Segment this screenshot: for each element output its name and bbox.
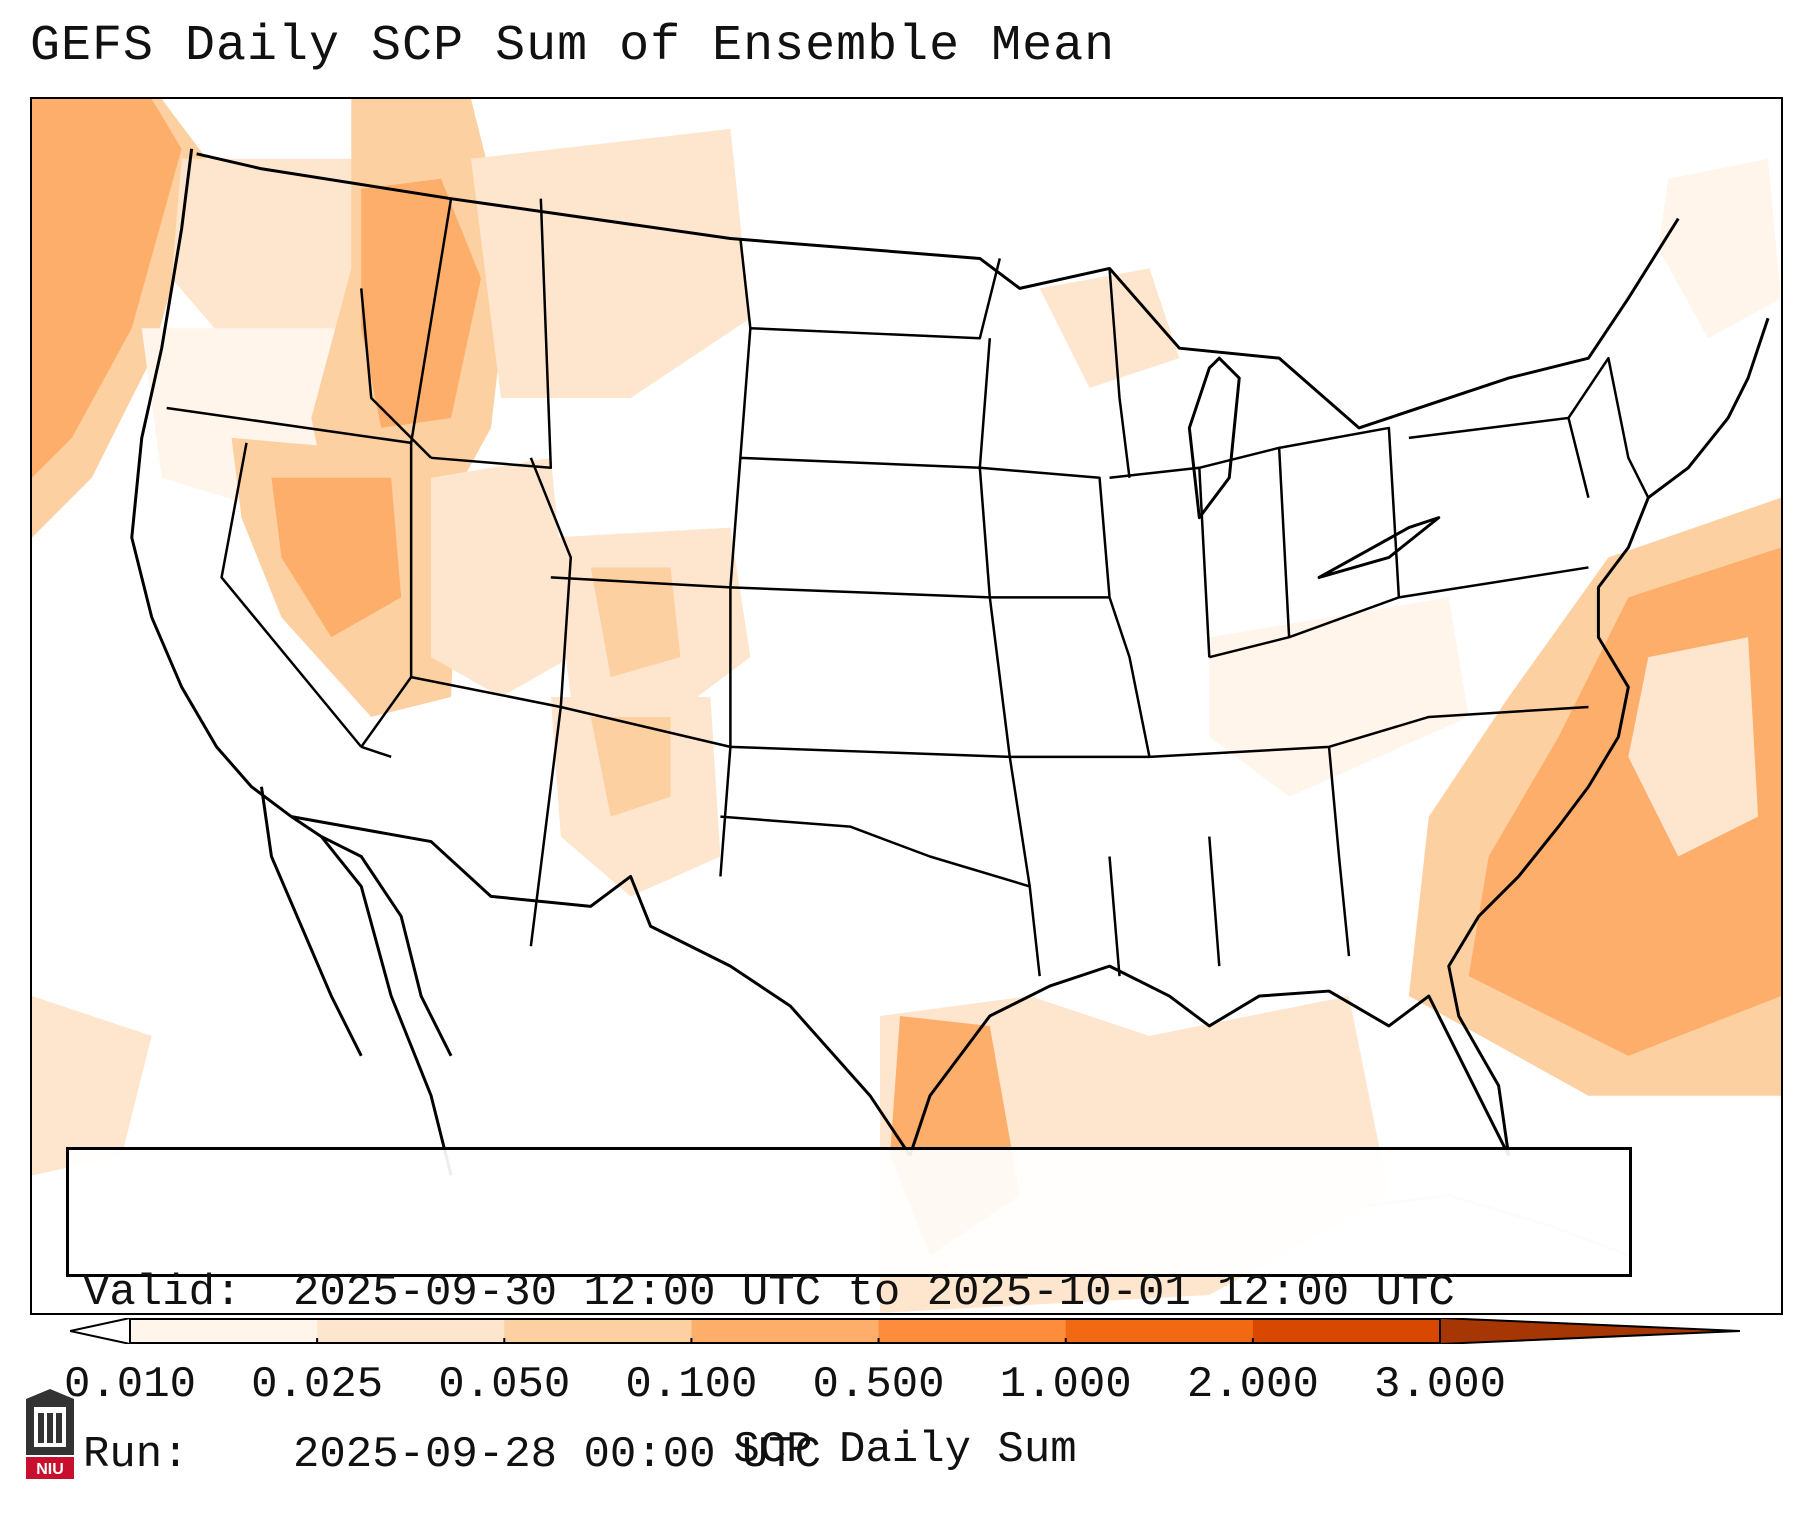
colorbar-bin xyxy=(1252,1318,1441,1344)
colorbar-bin xyxy=(130,1318,318,1344)
scp-region-idaho-core xyxy=(361,178,481,428)
logo-text: NIU xyxy=(36,1461,64,1478)
colorbar-bin xyxy=(878,1318,1067,1344)
lake-michigan xyxy=(1187,356,1241,520)
scp-region-eastern-pacific xyxy=(32,996,152,1176)
run-label: Run: xyxy=(83,1430,189,1480)
colorbar-tick-label: 0.010 xyxy=(63,1360,197,1410)
colorbar-label: SCP Daily Sum xyxy=(733,1425,1077,1475)
scp-region-new-england xyxy=(1658,158,1781,339)
colorbar-tick-label: 0.050 xyxy=(438,1360,571,1410)
run-row: Run: 2025-09-28 00:00 UTC xyxy=(83,1428,1615,1482)
scp-region-montana xyxy=(470,128,751,399)
scp-region-ohio-valley xyxy=(1209,597,1469,797)
colorbar-tick-label: 3.000 xyxy=(1373,1360,1507,1410)
scp-region-great-lakes xyxy=(1039,268,1180,389)
scp-region-pacific-core xyxy=(32,99,182,478)
lake-erie xyxy=(1317,516,1441,579)
page-title: GEFS Daily SCP Sum of Ensemble Mean xyxy=(30,18,1116,75)
run-value: 2025-09-28 00:00 UTC xyxy=(293,1430,822,1480)
pacific-coastline xyxy=(130,148,453,1176)
valid-label: Valid: xyxy=(83,1268,242,1318)
colorbar-bin xyxy=(504,1318,692,1344)
scp-region-atlantic-inner xyxy=(1628,637,1759,857)
scp-region-colorado-core xyxy=(590,567,681,678)
us-canada-border xyxy=(196,152,1680,430)
colorbar-bin xyxy=(317,1318,505,1344)
baja-peninsula xyxy=(259,786,453,1057)
colorbar-tick-label: 0.100 xyxy=(625,1360,758,1410)
scp-region-nevada-core xyxy=(271,477,402,638)
colorbar-over-arrow xyxy=(1439,1318,1740,1344)
colorbar-outline xyxy=(129,1318,1441,1344)
scp-map xyxy=(32,99,1781,1313)
colorbar-bin xyxy=(691,1318,880,1344)
colorbar-tick-label: 0.500 xyxy=(812,1360,945,1410)
valid-run-box: Valid: 2025-09-30 12:00 UTC to 2025-10-01… xyxy=(66,1147,1632,1480)
valid-row: Valid: 2025-09-30 12:00 UTC to 2025-10-01… xyxy=(83,1266,1615,1320)
scp-region-utah xyxy=(431,457,571,698)
colorbar-bin xyxy=(1065,1318,1254,1344)
scp-region-new-mexico-core xyxy=(590,716,671,817)
scp-shading-layer xyxy=(32,99,1781,1313)
gulf-coastline xyxy=(908,964,1510,1157)
university-seal-icon: NIU xyxy=(26,1389,74,1479)
us-mexico-border xyxy=(291,815,912,1157)
colorbar-tick-label: 1.000 xyxy=(999,1360,1132,1410)
state-lines xyxy=(166,198,1650,977)
colorbar xyxy=(70,1318,1740,1344)
valid-value: 2025-09-30 12:00 UTC to 2025-10-01 12:00… xyxy=(293,1268,1455,1318)
map-frame xyxy=(30,97,1783,1315)
colorbar-under-arrow xyxy=(70,1318,131,1344)
colorbar-tick-label: 0.025 xyxy=(251,1360,384,1410)
atlantic-coastline xyxy=(1447,317,1770,1156)
colorbar-tick-label: 2.000 xyxy=(1186,1360,1319,1410)
